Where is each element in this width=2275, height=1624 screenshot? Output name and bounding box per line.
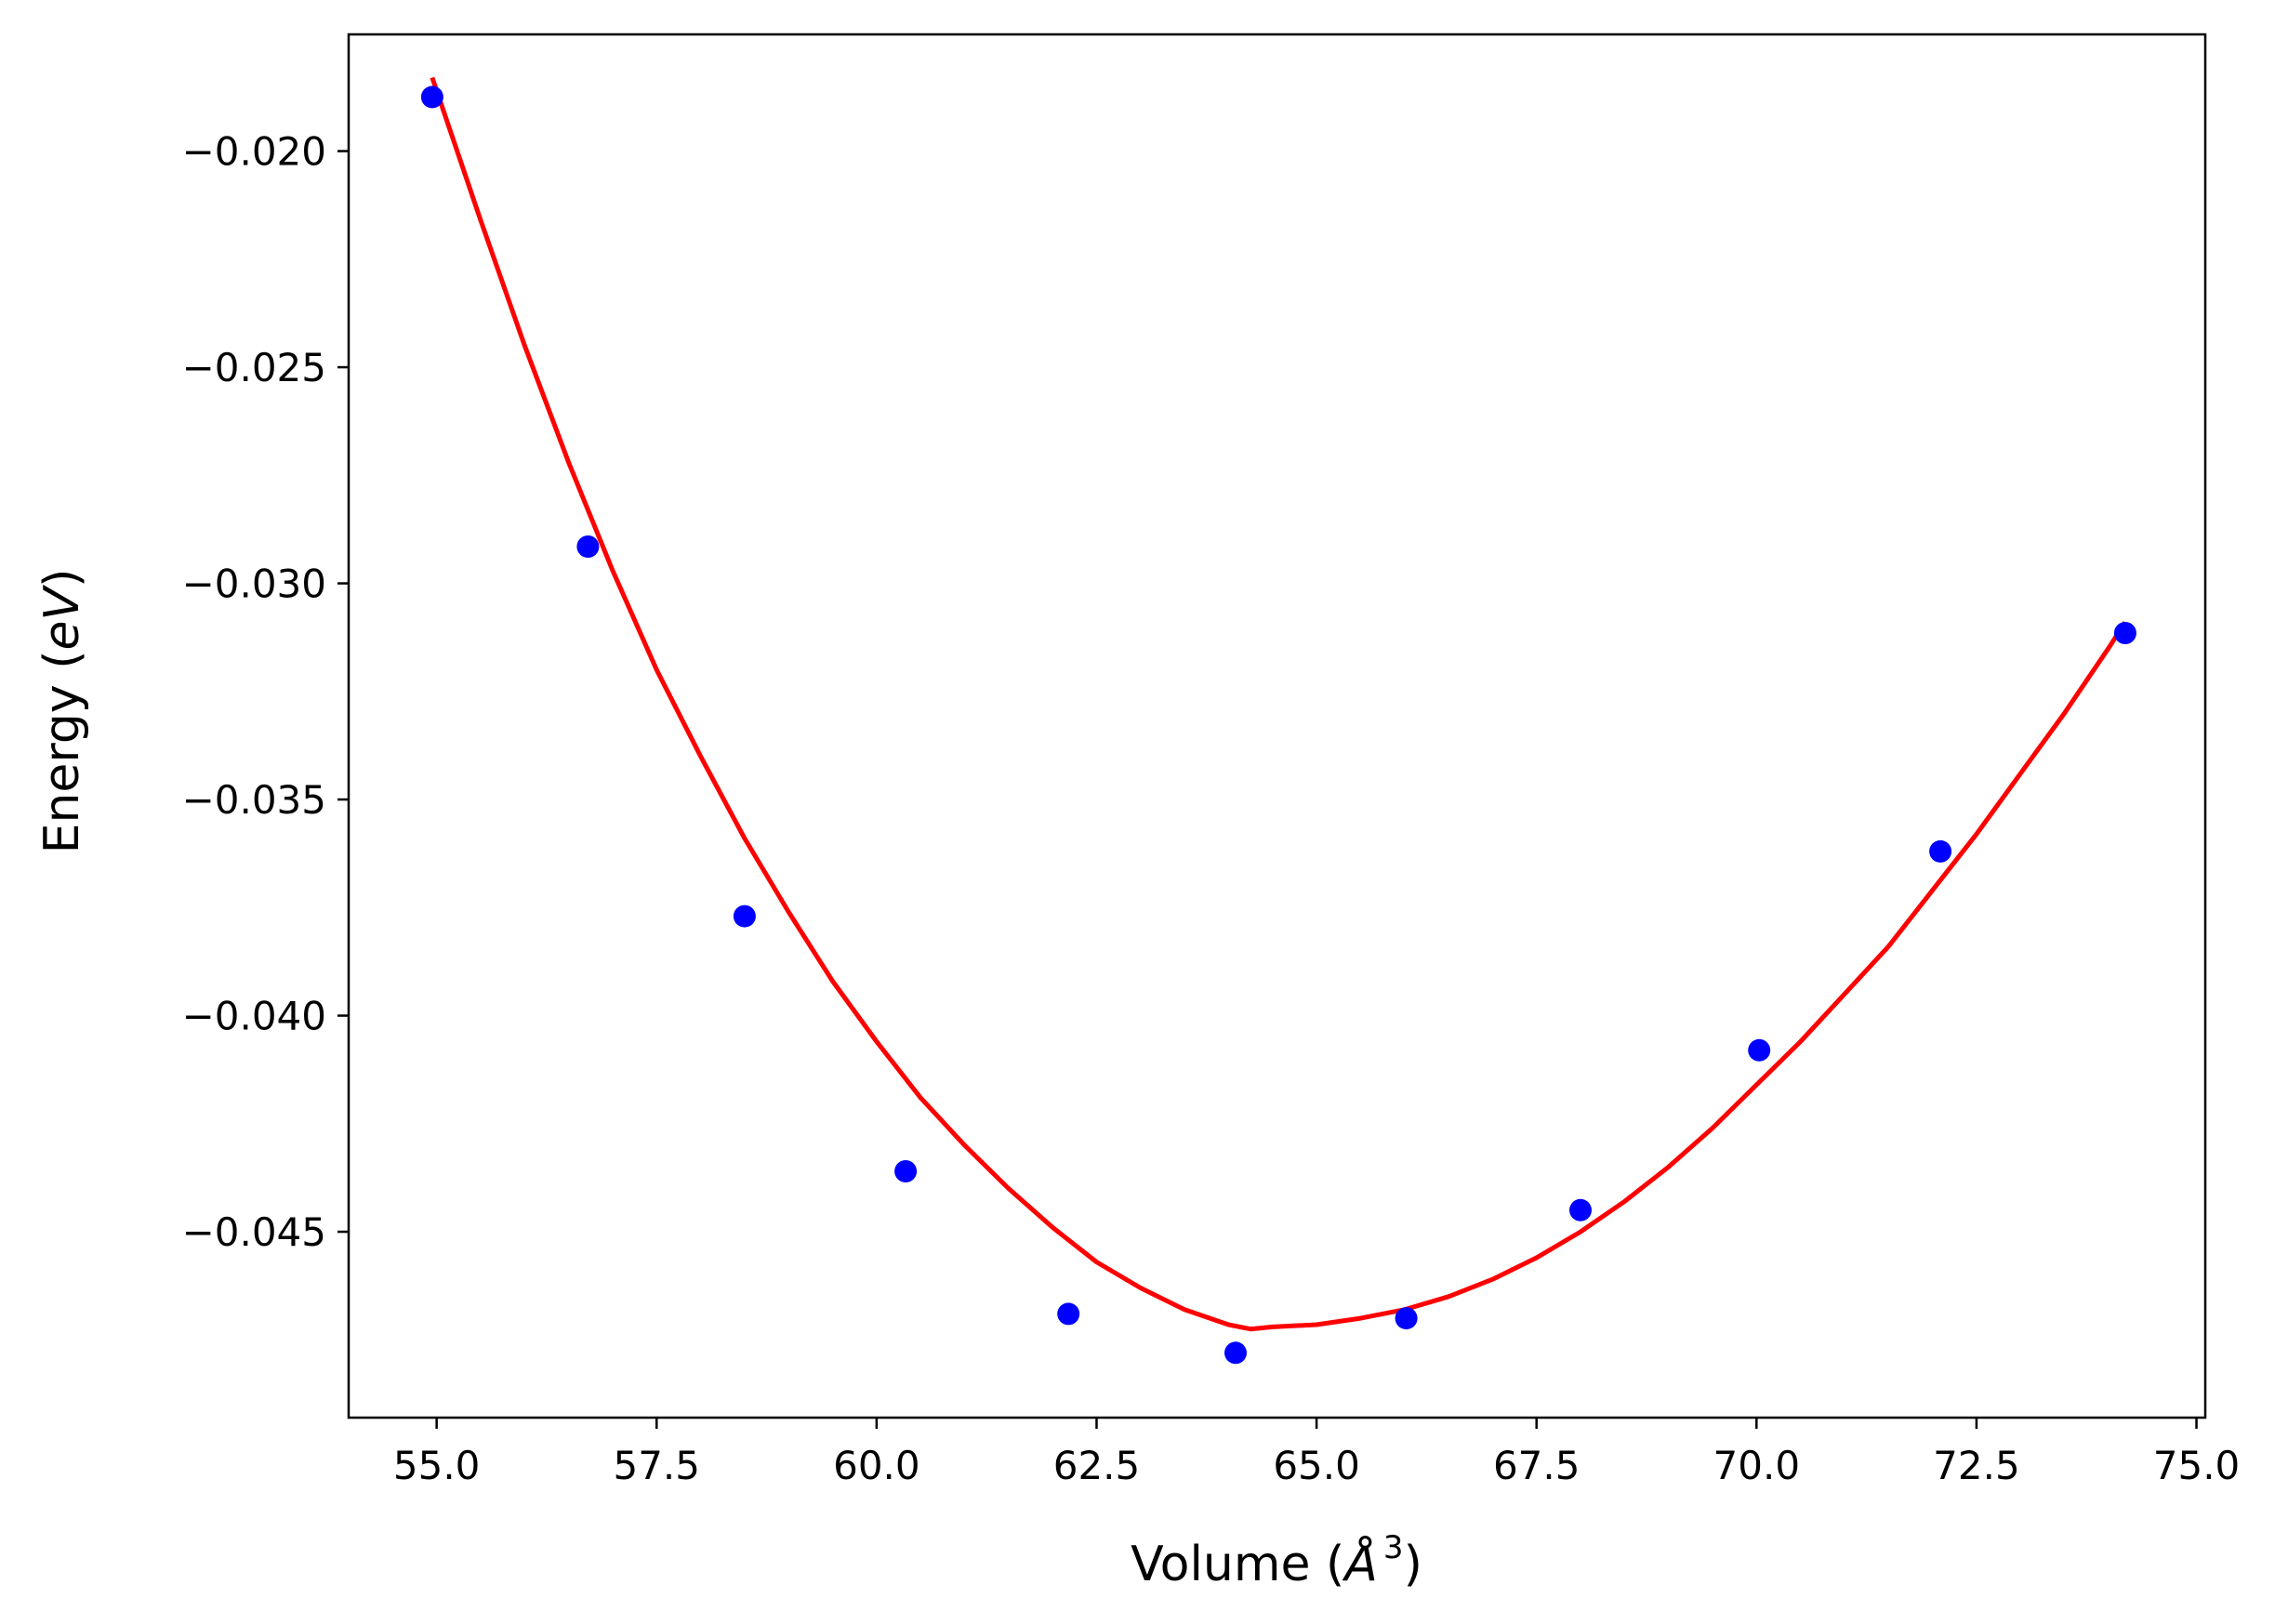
data-point (420, 86, 443, 109)
data-point (733, 904, 756, 928)
data-points-layer (420, 86, 2136, 1365)
plot-area-frame (347, 33, 2207, 1419)
data-point (1569, 1198, 1592, 1221)
x-tick-label: 62.5 (1053, 1443, 1141, 1488)
y-axis-label-suffix: ) (34, 569, 90, 588)
y-tick-label: −0.020 (182, 129, 326, 175)
data-point (1057, 1302, 1080, 1326)
data-point (894, 1160, 918, 1182)
x-tick-label: 65.0 (1273, 1443, 1360, 1488)
x-axis-label-suffix: ) (1404, 1537, 1422, 1592)
data-point (1224, 1341, 1247, 1365)
y-axis-ticks: −0.020 −0.025 −0.030 −0.035 −0.040 −0.045 (182, 129, 349, 1255)
data-point (1395, 1307, 1418, 1330)
data-point (1929, 839, 1952, 863)
x-tick-label: 60.0 (833, 1443, 920, 1488)
fit-curve (430, 76, 2128, 1332)
data-point (1748, 1038, 1771, 1062)
fit-curve-layer (430, 76, 2128, 1332)
x-tick-label: 67.5 (1493, 1443, 1581, 1488)
x-tick-label: 75.0 (2153, 1443, 2241, 1488)
data-point (576, 535, 600, 558)
y-tick-label: −0.045 (182, 1209, 326, 1255)
y-axis-label-unit: eV (34, 585, 90, 651)
x-axis-label-prefix: Volume ( (1131, 1537, 1344, 1592)
x-axis-label-exponent: 3 (1383, 1529, 1404, 1566)
y-tick-label: −0.040 (182, 994, 326, 1039)
x-axis-ticks: 55.0 57.5 60.0 62.5 65.0 67.5 70.0 72.5 75.0 (393, 1418, 2240, 1488)
y-axis-label: Energy (eV) (34, 569, 90, 854)
y-tick-label: −0.035 (182, 777, 326, 823)
y-tick-label: −0.030 (182, 561, 326, 607)
x-tick-label: 57.5 (613, 1443, 700, 1488)
x-tick-label: 72.5 (1933, 1443, 2020, 1488)
x-axis-label-symbol: Å (1342, 1535, 1378, 1592)
y-axis-label-prefix: Energy ( (34, 651, 90, 854)
data-point (2113, 622, 2136, 644)
x-tick-label: 70.0 (1713, 1443, 1801, 1488)
y-tick-label: −0.025 (182, 345, 326, 390)
x-axis-label: Volume (Å 3) (1131, 1529, 1422, 1592)
x-tick-label: 55.0 (393, 1443, 481, 1488)
